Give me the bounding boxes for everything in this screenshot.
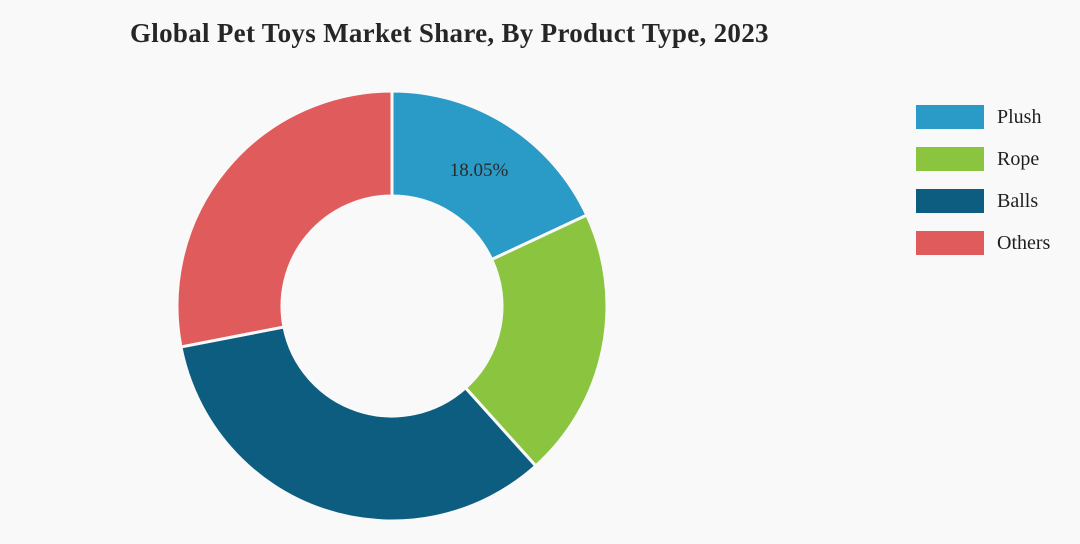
legend-swatch-rope [916, 147, 984, 171]
legend-item-balls[interactable]: Balls [916, 189, 1050, 213]
legend-item-rope[interactable]: Rope [916, 147, 1050, 171]
legend-label-rope: Rope [997, 148, 1040, 170]
legend-item-others[interactable]: Others [916, 231, 1050, 255]
slice-balls[interactable] [179, 325, 538, 523]
donut-slices [175, 89, 609, 523]
slice-value-label-plush: 18.05% [450, 160, 509, 181]
slice-plush[interactable] [390, 89, 589, 261]
slice-others[interactable] [175, 89, 394, 349]
legend-swatch-balls [916, 189, 984, 213]
legend-label-others: Others [997, 232, 1051, 254]
legend: Plush Rope Balls Others [916, 105, 1050, 255]
chart-title: Global Pet Toys Market Share, By Product… [130, 18, 769, 48]
slice-rope[interactable] [464, 213, 609, 468]
legend-label-plush: Plush [997, 106, 1042, 128]
legend-swatch-plush [916, 105, 984, 129]
legend-swatch-others [916, 231, 984, 255]
legend-label-balls: Balls [997, 190, 1039, 212]
legend-item-plush[interactable]: Plush [916, 105, 1050, 129]
